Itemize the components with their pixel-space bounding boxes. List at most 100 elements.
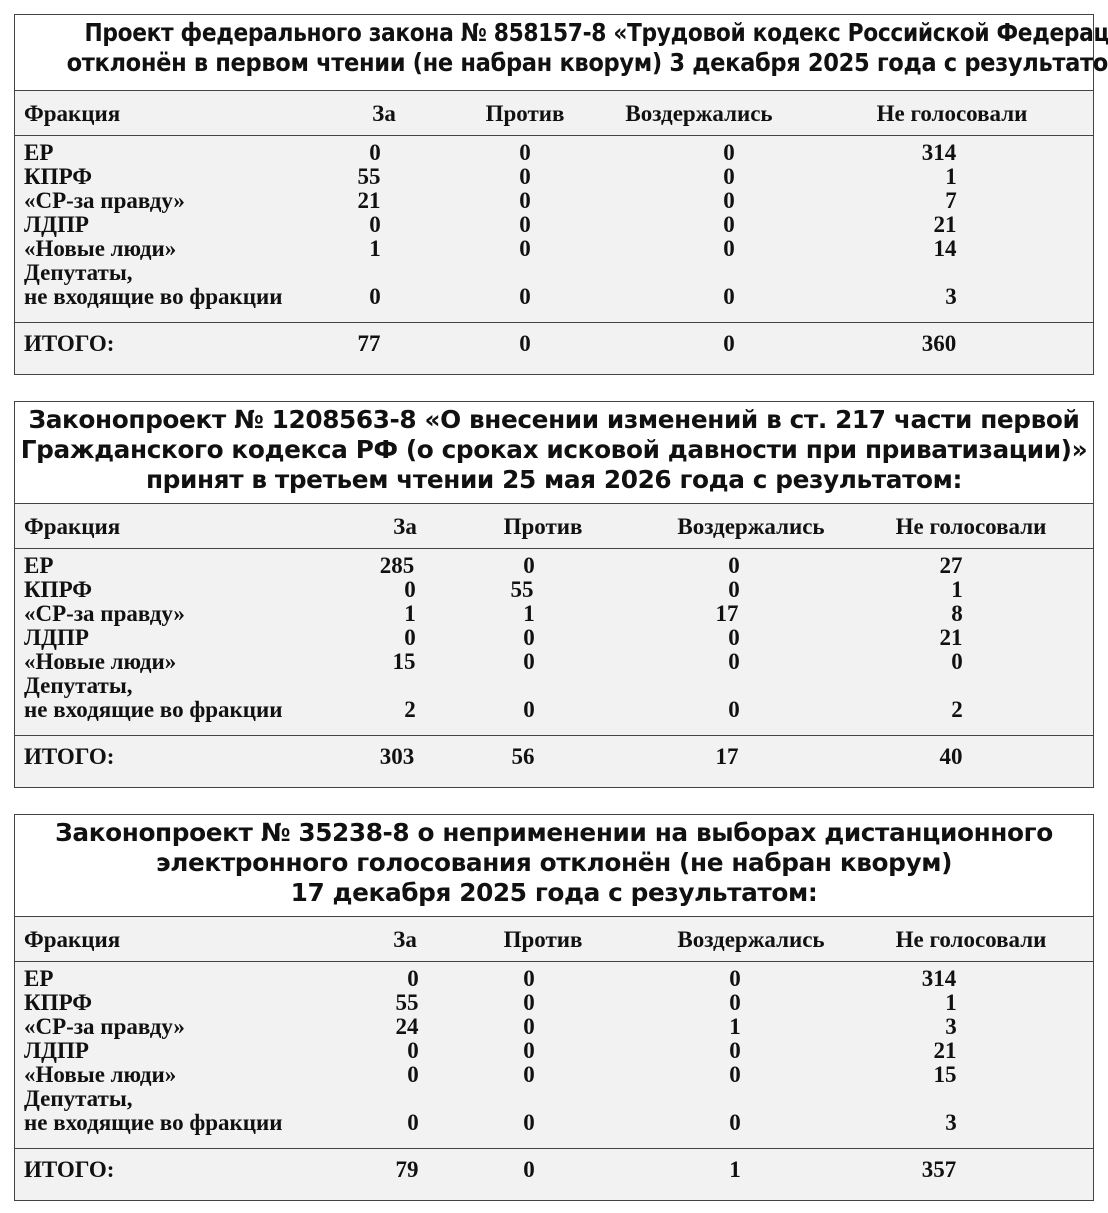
cell-za: 21 — [357, 188, 381, 213]
cell-protiv: 0 — [523, 1062, 535, 1087]
total-protiv: 0 — [523, 1157, 535, 1182]
header-protiv: Против — [485, 101, 565, 126]
cell-za: 1 — [404, 601, 416, 626]
cell-za: 0 — [369, 284, 381, 309]
title-line: Гражданского кодекса РФ (о сроках исково… — [20, 435, 1088, 464]
total-row: ИТОГО: 79 0 1 357 — [15, 1148, 1093, 1201]
table-row: КПРФ 55 0 0 1 — [15, 990, 1093, 1015]
cell-ne-golos: 1 — [945, 164, 957, 189]
title-line: принят в третьем чтении 25 мая 2026 года… — [145, 465, 963, 494]
header-faction: Фракция — [24, 514, 121, 539]
total-vozd: 1 — [729, 1157, 741, 1182]
cell-protiv: 0 — [519, 212, 531, 237]
column-headers: Фракция За Против Воздержались Не голосо… — [15, 917, 1093, 962]
header-faction: Фракция — [24, 927, 121, 952]
header-ne-golos: Не голосовали — [895, 927, 1047, 952]
faction-name: КПРФ — [24, 164, 92, 189]
faction-name: КПРФ — [24, 577, 92, 602]
faction-name: не входящие во фракции — [24, 1110, 283, 1135]
cell-vozd: 0 — [723, 284, 735, 309]
title-line: Законопроект № 35238-8 о неприменении на… — [55, 818, 1053, 847]
faction-name: не входящие во фракции — [24, 284, 283, 309]
total-za: 79 — [395, 1157, 419, 1182]
total-ne-golos: 360 — [921, 331, 957, 356]
cell-za: 15 — [392, 649, 416, 674]
faction-name: «Новые люди» — [24, 1062, 177, 1087]
cell-ne-golos: 21 — [933, 1038, 957, 1063]
cell-ne-golos: 8 — [951, 601, 963, 626]
cell-vozd: 0 — [728, 649, 740, 674]
table-row: «СР-за правду» 1 1 17 8 — [15, 601, 1093, 626]
header-za: За — [393, 514, 417, 539]
faction-name: ЕР — [24, 553, 54, 578]
cell-vozd: 0 — [723, 188, 735, 213]
cell-protiv: 0 — [523, 1014, 535, 1039]
table-row: «СР-за правду» 24 0 1 3 — [15, 1014, 1093, 1039]
total-label: ИТОГО: — [24, 331, 115, 356]
title-line: Законопроект № 1208563-8 «О внесении изм… — [28, 405, 1080, 434]
cell-vozd: 0 — [723, 212, 735, 237]
cell-vozd: 0 — [729, 966, 741, 991]
table-row: не входящие во фракции 0 0 0 3 — [15, 1110, 1093, 1135]
header-vozd: Воздержались — [677, 514, 825, 539]
table-title: Законопроект № 1208563-8 «О внесении изм… — [15, 402, 1093, 504]
title-line: 17 декабря 2025 года с результатом: — [290, 878, 818, 907]
header-ne-golos: Не голосовали — [876, 101, 1028, 126]
cell-protiv: 0 — [519, 284, 531, 309]
cell-vozd: 0 — [728, 577, 740, 602]
total-vozd: 17 — [715, 744, 739, 769]
faction-name: «СР-за правду» — [24, 188, 185, 213]
table-row: КПРФ 0 55 0 1 — [15, 577, 1093, 602]
table-row: «СР-за правду» 21 0 0 7 — [15, 188, 1093, 213]
faction-name: «Новые люди» — [24, 236, 177, 261]
cell-za: 285 — [379, 553, 415, 578]
table-row: ЕР 285 0 0 27 — [15, 553, 1093, 578]
cell-za: 0 — [407, 1110, 419, 1135]
cell-za: 0 — [369, 212, 381, 237]
header-faction: Фракция — [24, 101, 121, 126]
cell-ne-golos: 14 — [933, 236, 957, 261]
title-line: электронного голосования отклонён (не на… — [155, 848, 953, 877]
faction-name: Депутаты, — [24, 1086, 133, 1111]
cell-vozd: 0 — [723, 164, 735, 189]
cell-ne-golos: 314 — [921, 140, 957, 165]
cell-ne-golos: 0 — [951, 649, 963, 674]
total-za: 77 — [357, 331, 381, 356]
cell-za: 0 — [407, 966, 419, 991]
header-protiv: Против — [503, 514, 583, 539]
total-ne-golos: 357 — [921, 1157, 957, 1182]
cell-vozd: 0 — [728, 697, 740, 722]
cell-ne-golos: 1 — [945, 990, 957, 1015]
cell-protiv: 0 — [523, 1038, 535, 1063]
faction-name: «СР-за правду» — [24, 601, 185, 626]
total-ne-golos: 40 — [939, 744, 963, 769]
cell-vozd: 0 — [728, 625, 740, 650]
cell-protiv: 1 — [523, 601, 535, 626]
cell-protiv: 0 — [519, 188, 531, 213]
header-za: За — [393, 927, 417, 952]
cell-ne-golos: 3 — [945, 1014, 957, 1039]
cell-vozd: 0 — [729, 1038, 741, 1063]
faction-name: ЕР — [24, 140, 54, 165]
cell-protiv: 0 — [523, 697, 535, 722]
table-row: Депутаты, — [15, 260, 1093, 285]
table-row: КПРФ 55 0 0 1 — [15, 164, 1093, 189]
column-headers: Фракция За Против Воздержались Не голосо… — [15, 504, 1093, 549]
cell-protiv: 0 — [523, 625, 535, 650]
table-row: Депутаты, — [15, 1086, 1093, 1111]
faction-name: Депутаты, — [24, 673, 133, 698]
faction-name: «Новые люди» — [24, 649, 177, 674]
cell-vozd: 0 — [729, 1062, 741, 1087]
vote-table-1: Проект федерального закона № 858157-8 «Т… — [14, 14, 1108, 375]
cell-ne-golos: 3 — [945, 284, 957, 309]
cell-ne-golos: 15 — [933, 1062, 957, 1087]
table-row: ЕР 0 0 0 314 — [15, 140, 1093, 165]
cell-protiv: 0 — [523, 990, 535, 1015]
total-row: ИТОГО: 303 56 17 40 — [15, 735, 1093, 788]
cell-ne-golos: 2 — [951, 697, 963, 722]
cell-protiv: 0 — [523, 553, 535, 578]
table-row: «Новые люди» 1 0 0 14 — [15, 236, 1093, 261]
cell-protiv: 0 — [523, 966, 535, 991]
table-row: ЛДПР 0 0 0 21 — [15, 1038, 1093, 1063]
header-vozd: Воздержались — [625, 101, 773, 126]
